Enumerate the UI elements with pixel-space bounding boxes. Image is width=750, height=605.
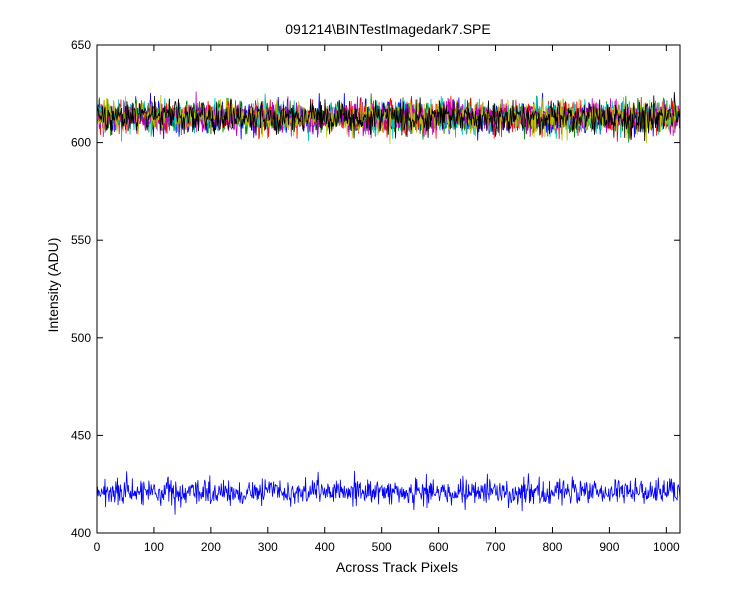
x-tick-label: 400 — [315, 540, 335, 554]
y-tick-label: 500 — [71, 331, 91, 345]
y-tick-label: 450 — [71, 428, 91, 442]
series-line-7 — [96, 92, 681, 141]
axes-box — [96, 44, 681, 534]
x-tick-label: 300 — [258, 540, 278, 554]
x-tick-label: 0 — [94, 540, 101, 554]
y-tick-label: 550 — [71, 233, 91, 247]
y-tick-label: 600 — [71, 136, 91, 150]
x-tick-label: 100 — [144, 540, 164, 554]
series-layer — [96, 91, 681, 515]
y-axis-title: Intensity (ADU) — [45, 238, 61, 333]
x-tick-label: 900 — [599, 540, 619, 554]
x-axis-title: Across Track Pixels — [336, 559, 458, 575]
ticks-layer: 0 100 200 300 400 500 600 700 800 900 1000 400 450 50… — [71, 38, 680, 554]
x-tick-label: 800 — [542, 540, 562, 554]
x-tick-label: 600 — [429, 540, 449, 554]
x-tick-label: 200 — [201, 540, 221, 554]
x-tick-label: 1000 — [653, 540, 680, 554]
series-line-8 — [96, 470, 681, 515]
x-tick-label: 500 — [372, 540, 392, 554]
chart-title: 091214\BINTestImagedark7.SPE — [285, 21, 490, 37]
y-tick-label: 400 — [71, 526, 91, 540]
x-tick-label: 700 — [486, 540, 506, 554]
y-tick-label: 650 — [71, 38, 91, 52]
